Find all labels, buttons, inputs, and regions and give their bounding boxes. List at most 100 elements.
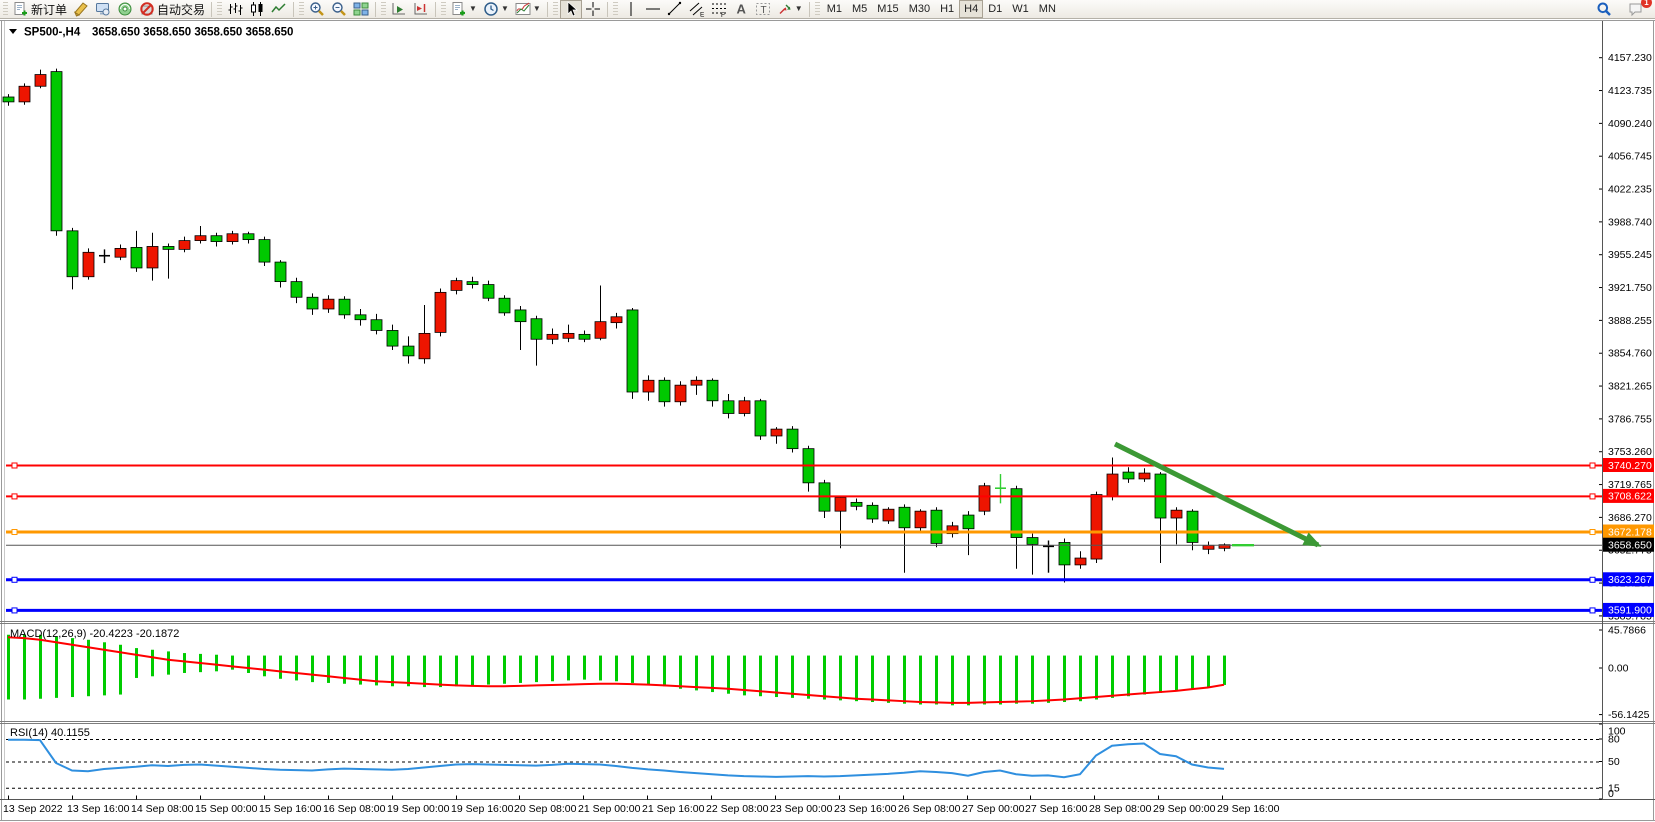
candle-body: [1106, 473, 1119, 497]
time-axis-label: 14 Sep 08:00: [131, 803, 194, 815]
horizontal-line-3623.267[interactable]: [6, 576, 1602, 583]
line-handle[interactable]: [11, 462, 18, 469]
timeframe-m30-button[interactable]: M30: [908, 3, 931, 15]
time-axis-label: 26 Sep 08:00: [898, 803, 961, 815]
timeframe-w1-button[interactable]: W1: [1012, 3, 1029, 15]
timeframe-m15-button[interactable]: M15: [877, 3, 899, 15]
zoom-out-button[interactable]: [328, 0, 350, 19]
price-axis[interactable]: 4157.230 4123.735 4090.240 4056.745 4022.235…: [1599, 21, 1654, 800]
equidistant-channel-button[interactable]: E: [686, 0, 708, 19]
line-handle[interactable]: [11, 576, 18, 583]
macd-axis-label: -56.1425: [1608, 709, 1650, 721]
candle-body: [194, 235, 207, 241]
line-chart-button[interactable]: [268, 0, 290, 19]
price-axis-label: 3955.245: [1608, 249, 1652, 261]
line-handle[interactable]: [1589, 607, 1596, 614]
candle-body: [770, 428, 783, 437]
vertical-line-button[interactable]: [620, 0, 642, 19]
chevron-down-icon[interactable]: ▼: [500, 4, 509, 13]
line-handle[interactable]: [1589, 529, 1596, 536]
trendline-button[interactable]: [664, 0, 686, 19]
new-order-button[interactable]: 新订单: [10, 0, 70, 19]
candle-body: [370, 319, 383, 331]
timeframe-m1-button[interactable]: M1: [826, 3, 842, 15]
candle-body: [162, 246, 175, 250]
news-button[interactable]: [114, 0, 136, 19]
chevron-down-icon[interactable]: ▼: [794, 4, 803, 13]
pane-separator[interactable]: [0, 621, 1655, 624]
price-axis-label: 3921.750: [1608, 282, 1652, 294]
indicators-button[interactable]: ▼: [512, 0, 544, 19]
svg-text:E: E: [700, 12, 705, 18]
pane-separator[interactable]: [0, 721, 1655, 724]
time-axis-label: 19 Sep 16:00: [451, 803, 514, 815]
horizontal-line-3672.178[interactable]: [6, 529, 1602, 536]
timeframe-mn-button[interactable]: MN: [1038, 3, 1056, 15]
zoom-in-button[interactable]: [306, 0, 328, 19]
terminal-button[interactable]: [92, 0, 114, 19]
timeframe-d1-button[interactable]: D1: [988, 3, 1003, 15]
arrows-button[interactable]: ▼: [774, 0, 806, 19]
toolbar-grip: [552, 2, 558, 16]
time-axis[interactable]: 13 Sep 2022 13 Sep 16:00 14 Sep 08:00 15 Se…: [3, 795, 1280, 816]
chevron-down-icon[interactable]: ▼: [532, 4, 541, 13]
svg-text:3740.270: 3740.270: [1608, 460, 1652, 472]
line-handle[interactable]: [1589, 493, 1596, 500]
trend-arrow[interactable]: [1113, 441, 1322, 548]
candle-body: [1058, 542, 1071, 566]
text-button[interactable]: A: [730, 0, 752, 19]
candle-body: [322, 298, 335, 310]
search-button[interactable]: [1593, 0, 1615, 19]
hline-icon: [645, 8, 660, 10]
horizontal-line-3591.900[interactable]: [6, 607, 1602, 614]
notification-badge: 1: [1641, 0, 1652, 8]
horizontal-line-button[interactable]: [642, 0, 664, 19]
candlestick-chart-button[interactable]: [246, 0, 268, 19]
candle-body: [962, 514, 975, 530]
chat-button[interactable]: 1: [1625, 0, 1652, 19]
candle-body: [50, 71, 63, 232]
rsi-axis-label: 80: [1608, 734, 1620, 746]
candle-body: [722, 400, 735, 414]
bar-chart-button[interactable]: [224, 0, 246, 19]
new-chart-button[interactable]: ▼: [448, 0, 480, 19]
auto-scroll-button[interactable]: [388, 0, 410, 19]
chart-shift-button[interactable]: [410, 0, 432, 19]
auto-trading-button[interactable]: 自动交易: [136, 0, 208, 19]
cursor-button[interactable]: [559, 0, 582, 19]
horizontal-line-3740.270[interactable]: [6, 462, 1602, 469]
toolbar-grip: [3, 2, 8, 16]
toolbar-grip: [814, 2, 820, 16]
candle-body: [82, 251, 95, 278]
line-handle[interactable]: [1589, 576, 1596, 583]
arrows-icon: [779, 4, 791, 14]
line-handle[interactable]: [11, 493, 18, 500]
candle-body: [578, 333, 591, 340]
text-label-button[interactable]: T: [752, 0, 774, 19]
candle-body: [258, 239, 271, 263]
tile-windows-button[interactable]: [350, 0, 372, 19]
timeframe-m5-button[interactable]: M5: [852, 3, 868, 15]
candle-body: [1090, 494, 1103, 560]
timeframe-h4-button[interactable]: H4: [959, 0, 984, 18]
crosshair-button[interactable]: [582, 0, 604, 19]
price-axis-label: 3888.255: [1608, 315, 1652, 327]
styler-button[interactable]: [70, 0, 92, 19]
horizontal-line-3708.622[interactable]: [6, 493, 1602, 500]
line-handle[interactable]: [1589, 462, 1596, 469]
styler-icon: [73, 2, 88, 17]
price-axis-label: 3686.270: [1608, 512, 1652, 524]
candle-body: [498, 297, 511, 314]
line-handle[interactable]: [11, 607, 18, 614]
toolbar-separator: [211, 1, 213, 17]
candle-body: [738, 400, 751, 414]
chevron-down-icon[interactable]: [9, 29, 17, 34]
timeframe-h1-button[interactable]: H1: [940, 3, 955, 15]
current-price-marker: 3658.650: [1603, 537, 1654, 552]
rsi-line: [8, 738, 1225, 779]
periods-button[interactable]: ▼: [480, 0, 512, 19]
chevron-down-icon[interactable]: ▼: [469, 4, 477, 13]
line-handle[interactable]: [11, 529, 18, 536]
time-axis-label: 29 Sep 16:00: [1217, 803, 1280, 815]
fibonacci-button[interactable]: F: [708, 0, 730, 19]
